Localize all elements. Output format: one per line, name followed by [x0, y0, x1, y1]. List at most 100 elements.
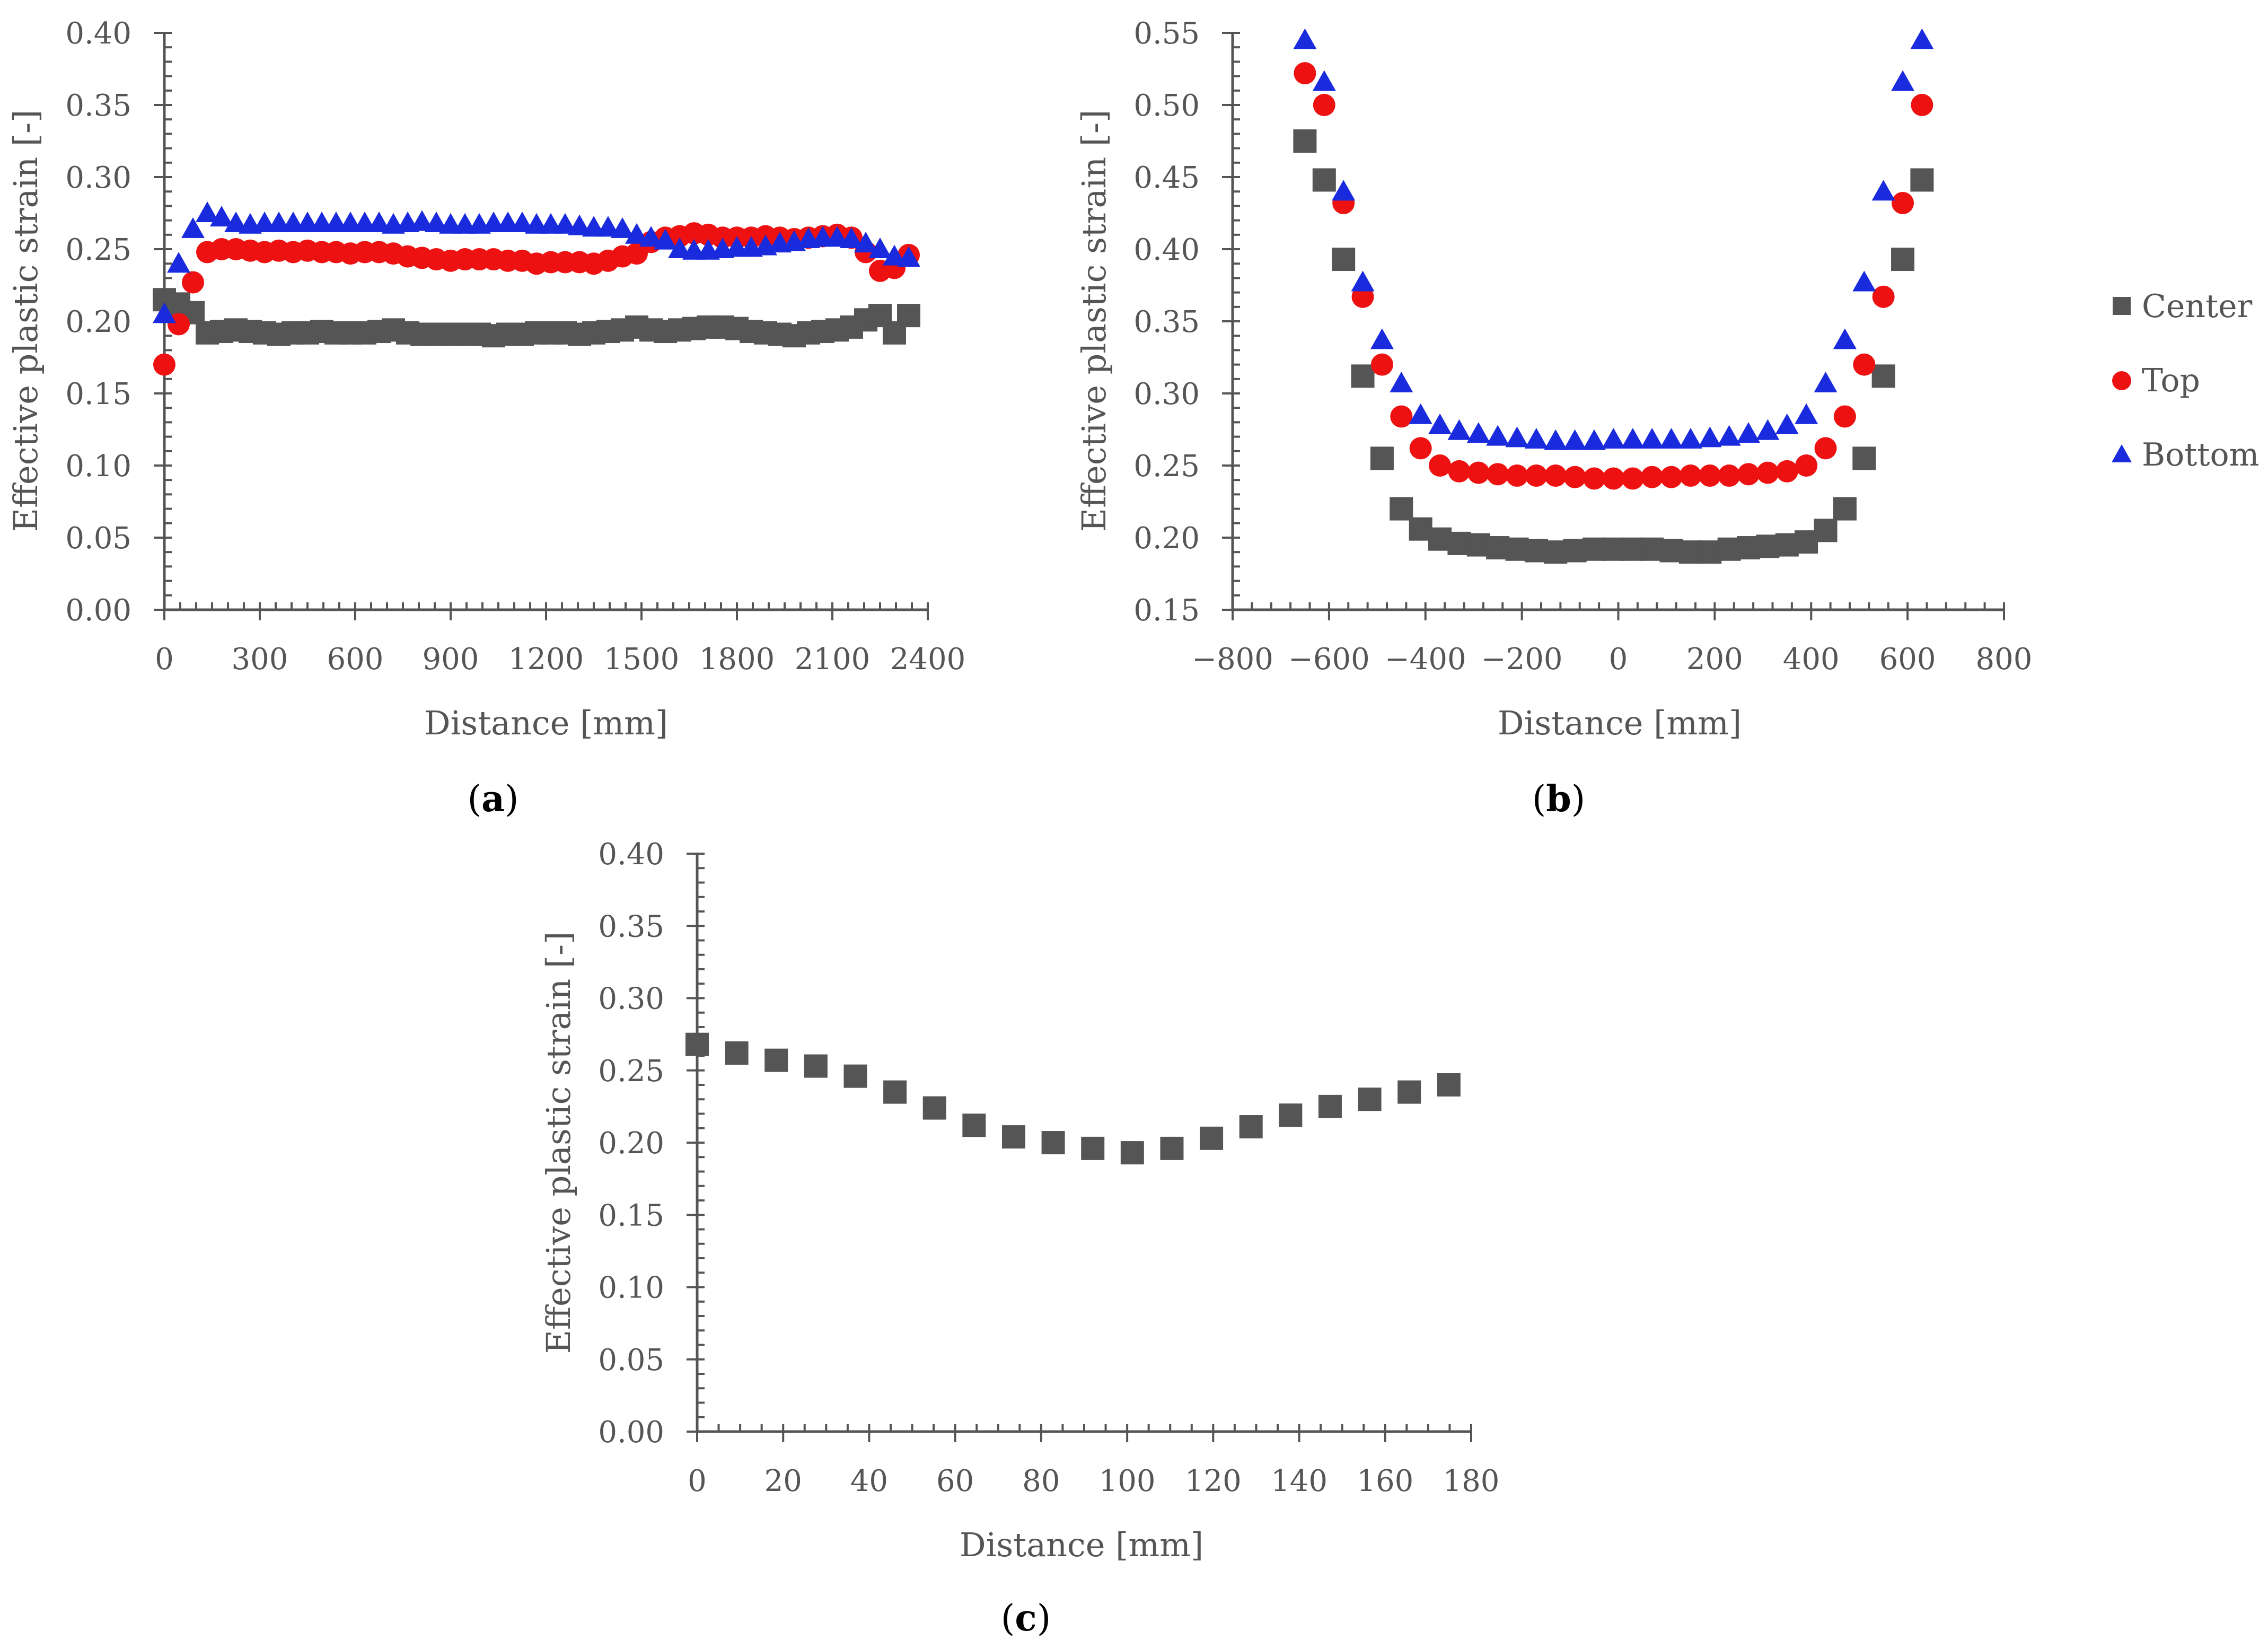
- legend-item-top: Top: [2112, 362, 2200, 399]
- y-axis-a: 0.00 0.05 0.10 0.15 0.20 0.25 0.30 0.35 0.40: [65, 16, 172, 628]
- data-point-top: [1563, 466, 1586, 488]
- data-point-top: [1429, 454, 1452, 477]
- series-center: [1293, 129, 1934, 564]
- data-point-center: [1891, 248, 1915, 271]
- data-point-center: [1279, 1103, 1303, 1127]
- data-point-center: [1871, 364, 1895, 388]
- y-tick-label: 0.15: [65, 377, 131, 411]
- y-tick-label: 0.30: [1133, 377, 1200, 411]
- data-point-bottom: [1370, 328, 1394, 349]
- data-point-top: [1660, 466, 1683, 488]
- x-tick-label: 1200: [508, 642, 584, 677]
- data-point-top: [1583, 467, 1606, 490]
- y-axis-c: 0.00 0.05 0.10 0.15 0.20 0.25 0.30 0.35 0.40: [598, 837, 705, 1450]
- series-bottom: [1293, 28, 1934, 450]
- x-tick-label: 40: [850, 1464, 888, 1498]
- data-point-bottom: [181, 217, 205, 238]
- y-tick-label: 0.40: [65, 16, 131, 51]
- chart-panel-a: 0.00 0.05 0.10 0.15 0.20 0.25 0.30 0.35 0.40 0 30…: [6, 16, 965, 820]
- data-point-center: [1293, 129, 1317, 153]
- data-point-bottom: [553, 213, 577, 234]
- x-tick-label: 400: [1783, 642, 1840, 677]
- y-tick-label: 0.35: [1133, 305, 1200, 339]
- y-tick-label: 0.40: [598, 837, 664, 872]
- legend-item-bottom: Bottom: [2112, 436, 2259, 473]
- x-tick-label: 140: [1271, 1464, 1328, 1498]
- panel-label-c: (c): [1001, 1597, 1051, 1639]
- data-point-top: [1506, 464, 1528, 487]
- data-point-center: [1318, 1094, 1342, 1118]
- data-point-top: [1370, 353, 1393, 376]
- legend-item-center: Center: [2113, 288, 2253, 325]
- data-point-center: [1370, 446, 1394, 470]
- data-point-bottom: [367, 212, 391, 233]
- y-tick-label: 0.40: [1133, 233, 1200, 267]
- y-tick-label: 0.25: [1133, 449, 1200, 484]
- x-axis-b: −800 −600 −400 −200 0 200 400 600 800: [1192, 602, 2032, 677]
- data-point-bottom: [1678, 428, 1702, 449]
- data-point-bottom: [854, 232, 877, 253]
- data-point-bottom: [883, 244, 906, 266]
- data-point-bottom: [1698, 426, 1722, 448]
- y-tick-label: 0.00: [65, 593, 131, 628]
- y-tick-label: 0.45: [1133, 161, 1200, 195]
- series-layer-b: [1293, 28, 1934, 564]
- data-point-top: [1795, 454, 1818, 477]
- data-point-center: [1833, 497, 1857, 521]
- x-tick-label: −200: [1481, 642, 1563, 677]
- x-tick-label: 800: [1976, 642, 2033, 677]
- x-tick-label: 100: [1099, 1464, 1156, 1498]
- y-tick-label: 0.35: [598, 909, 664, 944]
- data-point-center: [1910, 168, 1934, 192]
- data-point-bottom: [1602, 428, 1625, 449]
- data-point-top: [1872, 285, 1895, 308]
- x-tick-label: 180: [1443, 1464, 1500, 1498]
- data-point-bottom: [897, 246, 920, 267]
- panel-label-a: (a): [467, 778, 518, 820]
- data-point-center: [1160, 1136, 1184, 1160]
- series-layer-a: [153, 201, 920, 376]
- data-point-top: [1775, 460, 1798, 483]
- data-point-top: [1525, 464, 1548, 487]
- y-tick-label: 0.05: [65, 521, 131, 556]
- series-center: [685, 1032, 1461, 1165]
- data-point-bottom: [840, 227, 863, 248]
- data-point-bottom: [1505, 426, 1529, 448]
- data-point-center: [897, 304, 920, 328]
- y-tick-label: 0.10: [598, 1271, 664, 1305]
- data-point-bottom: [1351, 270, 1375, 292]
- data-point-bottom: [1871, 180, 1895, 201]
- x-tick-label: −600: [1288, 642, 1370, 677]
- y-tick-label: 0.30: [65, 161, 131, 195]
- data-point-center: [685, 1032, 709, 1056]
- data-point-bottom: [1524, 428, 1548, 449]
- data-point-bottom: [1756, 419, 1780, 440]
- data-point-bottom: [1795, 403, 1818, 424]
- data-point-center: [962, 1113, 986, 1137]
- data-point-top: [1833, 405, 1856, 428]
- chart-panel-b: 0.15 0.20 0.25 0.30 0.35 0.40 0.45 0.50 0.55 −80…: [1075, 16, 2032, 820]
- y-tick-label: 0.20: [598, 1126, 664, 1161]
- x-axis-c: 0 20 40 60 80 100 120 140 160 180: [688, 1424, 1499, 1498]
- data-point-top: [1641, 466, 1664, 488]
- x-tick-label: 600: [1879, 642, 1936, 677]
- data-point-bottom: [153, 302, 176, 323]
- data-point-center: [1200, 1126, 1224, 1150]
- y-tick-label: 0.00: [598, 1415, 664, 1450]
- data-point-center: [1390, 497, 1413, 521]
- data-point-bottom: [1640, 428, 1664, 449]
- data-point-top: [1487, 463, 1509, 486]
- data-point-bottom: [1717, 425, 1741, 446]
- x-tick-label: 2400: [890, 642, 966, 677]
- data-point-center: [1332, 248, 1356, 271]
- y-tick-label: 0.35: [65, 89, 131, 123]
- data-point-top: [1892, 191, 1914, 214]
- data-point-bottom: [1852, 270, 1876, 292]
- legend-marker-top: [2112, 371, 2131, 390]
- y-axis-title-b: Effective plastic strain [-]: [1075, 110, 1113, 532]
- y-axis-b: 0.15 0.20 0.25 0.30 0.35 0.40 0.45 0.50 0.55: [1133, 16, 1240, 628]
- y-tick-label: 0.50: [1133, 89, 1200, 123]
- data-point-bottom: [167, 252, 190, 273]
- data-point-center: [725, 1041, 749, 1065]
- data-point-top: [1448, 460, 1471, 483]
